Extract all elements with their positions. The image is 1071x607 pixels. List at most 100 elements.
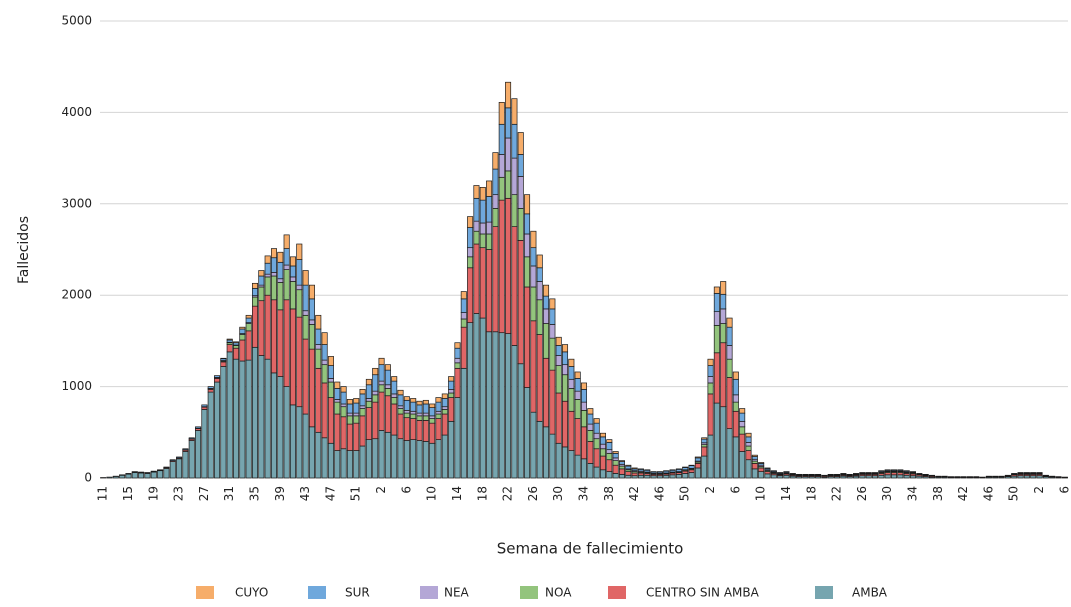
legend-label: CENTRO SIN AMBA [646, 586, 760, 600]
bar-segment [208, 387, 213, 389]
bar-segment [512, 124, 517, 158]
bar-segment [480, 318, 485, 478]
x-tick-label: 50 [1007, 486, 1021, 501]
bar-segment [423, 404, 428, 413]
bar-segment [619, 462, 624, 465]
bar-segment [265, 295, 270, 359]
bar-segment [341, 392, 346, 404]
bar-segment [366, 398, 371, 401]
bar-segment [341, 449, 346, 478]
bar-segment [486, 181, 491, 197]
bar-segment [594, 449, 599, 467]
bar-segment [531, 231, 536, 247]
bar-segment [392, 435, 397, 478]
bar-segment [284, 235, 289, 249]
bar-segment [316, 349, 321, 368]
bar-segment [347, 413, 352, 416]
bar-segment [683, 473, 688, 478]
bar-segment [379, 358, 384, 364]
bar-segment [170, 460, 175, 461]
bar-segment [518, 240, 523, 363]
bar-segment [594, 467, 599, 478]
bar-segment [505, 334, 510, 478]
bar-segment [360, 409, 365, 416]
bar-segment [613, 461, 618, 466]
bar-segment [733, 402, 738, 411]
bar-segment [240, 335, 245, 340]
bar-segment [373, 395, 378, 402]
bar-segment [512, 99, 517, 125]
bar-segment [581, 383, 586, 389]
bar-segment [543, 324, 548, 359]
bar-segment [898, 475, 903, 478]
bar-segment [398, 395, 403, 406]
bar-segment [740, 427, 745, 434]
bar-segment [271, 258, 276, 273]
bar-segment [341, 404, 346, 407]
x-tick-label: 2 [374, 486, 388, 494]
bar-segment [480, 248, 485, 318]
bar-segment [189, 441, 194, 478]
bar-segment [316, 368, 321, 432]
bar-segment [486, 250, 491, 332]
bar-segment [423, 416, 428, 421]
bar-segment [556, 337, 561, 345]
bar-segment [107, 477, 112, 478]
bar-segment [607, 440, 612, 443]
bar-segment [328, 398, 333, 444]
x-tick-label: 6 [1057, 486, 1071, 494]
bar-segment [556, 366, 561, 393]
x-tick-label: 14 [450, 486, 464, 501]
bar-segment [727, 359, 732, 377]
x-tick-label: 6 [399, 486, 413, 494]
bar-segment [379, 392, 384, 430]
bar-segment [575, 419, 580, 456]
bar-segment [594, 419, 599, 424]
bar-segment [537, 281, 542, 299]
x-tick-label: 26 [526, 486, 540, 501]
bar-segment [512, 158, 517, 195]
bar-segment [474, 231, 479, 244]
bar-segment [505, 108, 510, 138]
bar-segment [474, 313, 479, 478]
bar-segment [335, 388, 340, 399]
bar-segment [214, 382, 219, 478]
bar-segment [176, 457, 181, 458]
legend-label: CUYO [235, 586, 268, 600]
bar-segment [569, 451, 574, 478]
bar-segment [588, 441, 593, 463]
bar-segment [714, 287, 719, 293]
bar-segment [493, 153, 498, 169]
bar-segment [138, 473, 143, 478]
x-tick-label: 11 [96, 486, 110, 501]
bar-segment [240, 327, 245, 329]
bar-segment [758, 468, 763, 472]
bar-segment [524, 214, 529, 234]
bar-segment [290, 266, 295, 277]
bar-segment [562, 365, 567, 375]
bar-segment [714, 312, 719, 326]
bar-segment [309, 285, 314, 299]
bar-segment [360, 406, 365, 409]
bar-segment [626, 472, 631, 476]
bar-segment [448, 398, 453, 422]
bar-segment [600, 433, 605, 437]
x-tick-label: 31 [222, 486, 236, 501]
bar-segment [316, 345, 321, 350]
bar-segment [771, 475, 776, 478]
x-tick-label: 35 [248, 486, 262, 501]
bar-segment [354, 398, 359, 403]
bar-segment [581, 389, 586, 402]
x-tick-label: 10 [754, 486, 768, 501]
legend-label: NEA [444, 586, 470, 600]
bar-segment [335, 382, 340, 388]
bar-segment [556, 345, 561, 355]
bar-segment [303, 414, 308, 478]
bar-segment [714, 403, 719, 478]
bar-segment [347, 416, 352, 424]
bar-segment [373, 402, 378, 439]
bar-segment [392, 381, 397, 394]
bar-segment [474, 244, 479, 313]
bar-segment [600, 470, 605, 478]
bar-segment [645, 475, 650, 478]
